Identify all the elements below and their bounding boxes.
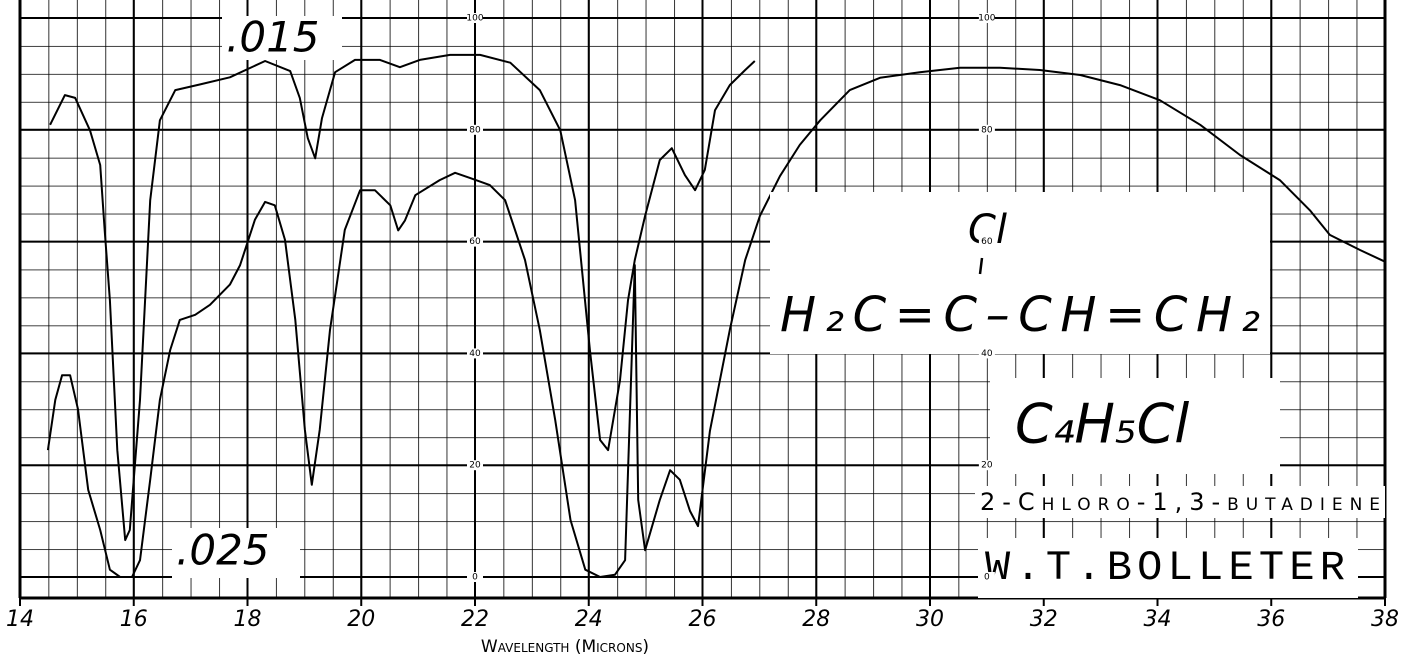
label-box [222, 16, 342, 60]
x-tick-label: 36 [1257, 607, 1285, 632]
x-axis-label: Wavelength (Microns) [481, 637, 649, 657]
tick-label-bg [978, 348, 995, 359]
x-tick-label: 18 [234, 607, 262, 632]
x-tick-label: 24 [575, 607, 603, 632]
x-tick-label: 34 [1144, 607, 1172, 632]
molecular-formula: C₄H₅Cl [1015, 393, 1189, 456]
y-tick-label: 0 [472, 573, 478, 583]
spectrum-line [46, 66, 1386, 578]
bond [978, 257, 984, 275]
curves [46, 53, 1386, 578]
spectrum-line [49, 53, 756, 542]
x-tick-label: 38 [1371, 607, 1399, 632]
tick-label-bg [467, 13, 483, 23]
x-tick-label: 28 [802, 607, 830, 632]
x-tick-label: 14 [6, 607, 34, 632]
tick-label-bg [978, 236, 995, 247]
y-tick-label: 100 [978, 14, 995, 24]
y-tick-label: 60 [469, 237, 481, 247]
y-tick-label: 40 [469, 349, 481, 359]
tick-label-bg [978, 124, 995, 135]
tick-label-bg [467, 460, 483, 471]
label-box [172, 528, 300, 578]
tick-label-bg [978, 572, 995, 582]
y-tick-label: 20 [469, 461, 481, 471]
x-tick-label: 30 [916, 607, 944, 632]
x-tick-label: 22 [461, 607, 489, 632]
tick-label-bg [467, 236, 483, 247]
x-tick-label: 26 [689, 607, 717, 632]
y-tick-label: 60 [981, 237, 993, 247]
y-tick-label: 20 [981, 461, 993, 471]
series-label: .015 [226, 13, 320, 62]
name-box [975, 486, 1385, 518]
formula-box [770, 192, 1270, 354]
series-label: .025 [176, 526, 270, 575]
y-tick-label: 40 [981, 349, 993, 359]
tick-label-bg [467, 124, 483, 135]
y-tick-label: 80 [469, 125, 481, 135]
y-tick-label: 0 [984, 573, 990, 583]
tick-label-bg [978, 460, 995, 471]
y-tick-label: 80 [981, 125, 993, 135]
y-tick-label: 100 [466, 14, 483, 24]
x-tick-label: 16 [120, 607, 148, 632]
formula-box [990, 378, 1280, 474]
author-box [978, 538, 1358, 598]
x-tick-label: 32 [1030, 607, 1058, 632]
x-tick-label: 20 [347, 607, 375, 632]
tick-label-bg [467, 348, 483, 359]
tick-label-bg [978, 13, 995, 23]
tick-label-bg [467, 572, 483, 582]
structure: H₂C=C–CH=CH₂ [780, 287, 1260, 343]
